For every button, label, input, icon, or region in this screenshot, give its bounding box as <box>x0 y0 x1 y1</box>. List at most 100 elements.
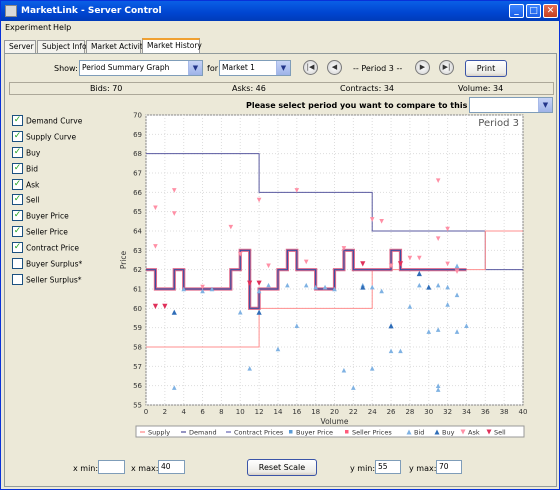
compare-period-select[interactable]: ▼ <box>469 97 553 113</box>
x-tick-label: 30 <box>424 408 433 416</box>
x-tick-label: 32 <box>443 408 452 416</box>
bid-marker <box>435 383 441 388</box>
y-tick-label: 58 <box>133 344 142 352</box>
checkbox-box[interactable]: ✓ <box>12 147 23 158</box>
maximize-icon[interactable]: □ <box>526 4 541 18</box>
ask-marker <box>369 217 375 222</box>
sell-marker <box>247 280 253 286</box>
checkbox-box[interactable] <box>12 258 23 269</box>
ymin-label: y min: <box>350 464 376 473</box>
checkbox-label: Contract Price <box>26 243 79 253</box>
y-axis-label: Price <box>119 250 128 269</box>
legend-swatch <box>486 429 492 435</box>
checkbox-box[interactable]: ✓ <box>12 210 23 221</box>
minimize-icon[interactable]: _ <box>509 4 524 18</box>
tab-market-activity[interactable]: Market Activity <box>86 40 147 53</box>
checkbox-box[interactable]: ✓ <box>12 179 23 190</box>
bid-marker <box>407 304 413 309</box>
checkbox-label: Bid <box>26 164 38 174</box>
bid-marker <box>285 282 290 288</box>
buy-marker <box>171 309 177 315</box>
legend-label: Ask <box>468 429 480 437</box>
checkbox-box[interactable]: ✓ <box>12 226 23 237</box>
buy-marker <box>360 284 366 290</box>
x-tick-label: 28 <box>405 408 414 416</box>
volume-count: Volume: 34 <box>458 84 504 93</box>
xmax-input[interactable]: 40 <box>158 460 185 474</box>
checkbox-seller-surplus[interactable]: Seller Surplus* <box>12 274 81 289</box>
graph-type-select[interactable]: Period Summary Graph ▼ <box>79 60 203 76</box>
y-tick-label: 64 <box>133 228 142 236</box>
bid-marker <box>369 284 375 290</box>
checkbox-buyer-price[interactable]: ✓ Buyer Price <box>12 210 69 225</box>
checkbox-box[interactable] <box>12 274 23 285</box>
checkbox-label: Sell <box>26 195 40 205</box>
ask-marker <box>256 197 262 203</box>
checkbox-bid[interactable]: ✓ Bid <box>12 163 38 178</box>
show-label: Show: <box>54 64 78 73</box>
ask-marker <box>445 261 450 267</box>
checkbox-sell[interactable]: ✓ Sell <box>12 194 40 209</box>
tab-market-history[interactable]: Market History <box>142 38 202 53</box>
menu-help[interactable]: Help <box>53 23 72 32</box>
tab-server[interactable]: Server <box>4 40 36 53</box>
last-period-icon[interactable]: ▶| <box>439 60 454 75</box>
checkbox-box[interactable]: ✓ <box>12 194 23 205</box>
checkbox-ask[interactable]: ✓ Ask <box>12 179 39 194</box>
ymax-label: y max: <box>409 464 437 473</box>
checkbox-box[interactable]: ✓ <box>12 131 23 142</box>
checkbox-buyer-surplus[interactable]: Buyer Surplus* <box>12 258 82 273</box>
compare-prompt: Please select period you want to compare… <box>246 101 503 110</box>
y-tick-label: 62 <box>133 266 142 274</box>
close-icon[interactable]: ✕ <box>543 4 558 18</box>
bid-marker <box>464 323 469 329</box>
bid-marker <box>237 309 243 315</box>
sell-marker <box>256 280 262 286</box>
x-tick-label: 6 <box>200 408 205 416</box>
bid-marker <box>256 288 262 294</box>
checkbox-demand-curve[interactable]: ✓ Demand Curve <box>12 115 82 130</box>
ymin-input[interactable]: 55 <box>375 460 401 474</box>
ymax-input[interactable]: 70 <box>436 460 462 474</box>
bid-marker <box>200 288 205 294</box>
menu-experiment[interactable]: Experiment <box>5 23 52 32</box>
x-tick-label: 2 <box>163 408 167 416</box>
legend-label: Buyer Price <box>296 429 333 437</box>
menu-bar: Experiment Help <box>1 21 559 37</box>
tab-subject-info[interactable]: Subject Info <box>37 40 87 53</box>
checkbox-box[interactable]: ✓ <box>12 242 23 253</box>
checkbox-buy[interactable]: ✓ Buy <box>12 147 40 162</box>
bid-marker <box>209 286 215 292</box>
ask-marker <box>435 178 441 184</box>
bid-marker <box>332 286 337 292</box>
checkbox-contract-price[interactable]: ✓ Contract Price <box>12 242 79 257</box>
first-period-icon[interactable]: |◀ <box>303 60 318 75</box>
title-bar[interactable]: MarketLink - Server Control _ □ ✕ <box>1 1 559 21</box>
reset-scale-button[interactable]: Reset Scale <box>247 459 317 476</box>
ask-marker <box>417 255 422 261</box>
sell-marker <box>162 303 168 309</box>
legend-label: Contract Prices <box>234 429 284 437</box>
prev-period-icon[interactable]: ◀ <box>327 60 342 75</box>
checkbox-seller-price[interactable]: ✓ Seller Price <box>12 226 68 241</box>
checkbox-box[interactable]: ✓ <box>12 163 23 174</box>
print-button[interactable]: Print <box>465 60 507 77</box>
bid-marker <box>247 365 252 371</box>
x-tick-label: 20 <box>330 408 339 416</box>
bid-marker <box>369 365 375 371</box>
market-value: Market 1 <box>222 63 255 72</box>
ask-marker <box>228 224 234 230</box>
ask-marker <box>303 259 309 265</box>
y-tick-label: 56 <box>133 382 142 390</box>
legend-label: Bid <box>414 429 424 437</box>
ask-marker <box>171 211 177 216</box>
bid-marker <box>445 302 450 307</box>
ask-marker <box>171 188 177 193</box>
y-tick-label: 60 <box>133 305 142 313</box>
checkbox-supply-curve[interactable]: ✓ Supply Curve <box>12 131 76 146</box>
checkbox-box[interactable]: ✓ <box>12 115 23 126</box>
xmin-input[interactable] <box>98 460 125 474</box>
market-select[interactable]: Market 1 ▼ <box>219 60 291 76</box>
next-period-icon[interactable]: ▶ <box>415 60 430 75</box>
period-label: -- Period 3 -- <box>353 64 403 73</box>
